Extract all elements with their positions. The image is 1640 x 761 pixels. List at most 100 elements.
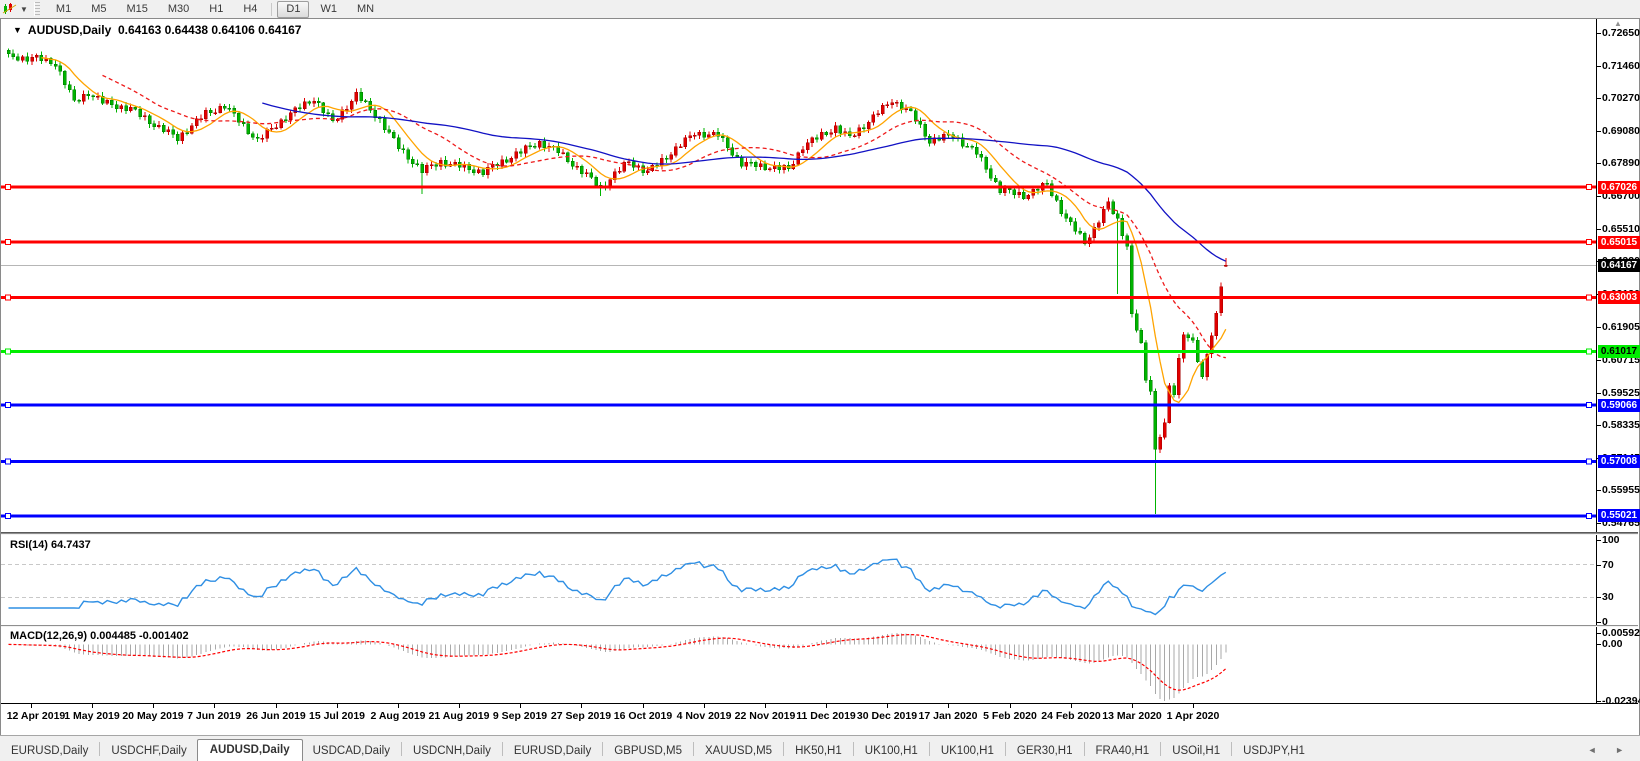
macd-indicator-panel[interactable] <box>1 627 1639 704</box>
rsi-tick-mark <box>1597 565 1601 566</box>
date-tick-mark <box>887 704 888 708</box>
hline-price-badge: 0.61017 <box>1598 345 1640 358</box>
tab-separator <box>400 742 402 756</box>
timeframe-button-h1[interactable]: H1 <box>209 2 224 15</box>
hline-handle[interactable] <box>1586 348 1592 355</box>
date-tick-label: 13 Mar 2020 <box>1102 710 1162 722</box>
timeframe-button-mn[interactable]: MN <box>356 2 375 15</box>
date-tick-mark <box>1010 704 1011 708</box>
date-tick-mark <box>704 704 705 708</box>
price-tick-mark <box>1597 131 1601 132</box>
hline-handle[interactable] <box>5 294 11 301</box>
hline-handle[interactable] <box>5 184 11 191</box>
rsi-tick-label: 70 <box>1602 559 1614 571</box>
tab-usdcad-daily[interactable]: USDCAD,Daily <box>312 745 390 757</box>
hline-handle[interactable] <box>1586 294 1592 301</box>
timeframe-button-m30[interactable]: M30 <box>167 2 190 15</box>
tab-separator <box>1083 742 1085 756</box>
panel-separator[interactable] <box>1 533 1638 534</box>
price-tick-label: 0.65510 <box>1602 223 1640 235</box>
tab-hk50-h1[interactable]: HK50,H1 <box>795 745 842 757</box>
timeframe-button-d1[interactable]: D1 <box>277 0 310 18</box>
hline-handle[interactable] <box>1586 458 1592 465</box>
macd-tick-label: 0.005923 <box>1602 627 1640 639</box>
hline-handle[interactable] <box>5 402 11 409</box>
tab-uk100-h1[interactable]: UK100,H1 <box>864 745 918 757</box>
price-tick-mark <box>1597 360 1601 361</box>
price-tick-mark <box>1597 66 1601 67</box>
hline-price-badge: 0.65015 <box>1598 236 1640 249</box>
tab-separator <box>852 742 854 756</box>
chart-title: ▼ AUDUSD,Daily 0.64163 0.64438 0.64106 0.… <box>13 23 301 37</box>
price-tick-mark <box>1597 196 1601 197</box>
hline-handle[interactable] <box>1586 513 1592 519</box>
hline-handle[interactable] <box>5 239 11 246</box>
date-tick-label: 24 Feb 2020 <box>1041 710 1101 722</box>
tab-xauusd-m5[interactable]: XAUUSD,M5 <box>704 745 773 757</box>
tab-usdjpy-h1[interactable]: USDJPY,H1 <box>1243 745 1305 757</box>
chart-title-ohlc: 0.64163 0.64438 0.64106 0.64167 <box>117 23 302 37</box>
price-tick-label: 0.58335 <box>1602 419 1640 431</box>
tab-gbpusd-m5[interactable]: GBPUSD,M5 <box>614 745 682 757</box>
timeframe-button-m5[interactable]: M5 <box>91 2 107 15</box>
price-tick-label: 0.67890 <box>1602 157 1640 169</box>
tab-audusd-daily[interactable]: AUDUSD,Daily <box>196 739 303 761</box>
date-tick-label: 5 Feb 2020 <box>983 710 1037 722</box>
timeframe-button-m1[interactable]: M1 <box>55 2 72 15</box>
date-tick-label: 9 Sep 2019 <box>492 710 548 722</box>
tab-usoil-h1[interactable]: USOil,H1 <box>1172 745 1221 757</box>
hline-price-badge: 0.59066 <box>1598 399 1640 412</box>
hline-handle[interactable] <box>1586 402 1592 409</box>
panel-separator[interactable] <box>1 625 1638 626</box>
tab-separator <box>602 742 604 756</box>
date-tick-label: 22 Nov 2019 <box>734 710 796 722</box>
timeframe-button-w1[interactable]: W1 <box>320 2 337 15</box>
scale-up-arrow-icon[interactable]: ▲ <box>1614 19 1622 28</box>
tab-separator <box>99 742 101 756</box>
tab-separator <box>928 742 930 756</box>
date-tick-label: 15 Jul 2019 <box>308 710 366 722</box>
tab-scroll-arrows[interactable]: ◄ ► <box>1587 745 1632 755</box>
tab-ger30-h1[interactable]: GER30,H1 <box>1016 745 1073 757</box>
price-tick-mark <box>1597 327 1601 328</box>
price-tick-mark <box>1597 163 1601 164</box>
rsi-tick-mark <box>1597 622 1601 623</box>
tab-usdcnh-daily[interactable]: USDCNH,Daily <box>412 745 491 757</box>
price-tick-label: 0.59525 <box>1602 387 1640 399</box>
tab-usdchf-daily[interactable]: USDCHF,Daily <box>111 745 187 757</box>
chevron-down-icon[interactable]: ▼ <box>20 4 28 14</box>
rsi-tick-label: 0 <box>1602 616 1608 628</box>
rsi-indicator-panel[interactable] <box>1 535 1639 625</box>
hline-price-badge: 0.55021 <box>1598 509 1640 522</box>
date-tick-label: 16 Oct 2019 <box>613 710 673 722</box>
hline-price-badge: 0.63003 <box>1598 291 1640 304</box>
rsi-tick-mark <box>1597 597 1601 598</box>
price-tick-label: 0.61905 <box>1602 321 1640 333</box>
hline-handle[interactable] <box>5 513 11 519</box>
tab-eurusd-daily[interactable]: EURUSD,Daily <box>11 745 89 757</box>
macd-histogram <box>12 633 1227 701</box>
hline-handle[interactable] <box>1586 239 1592 246</box>
tab-fra40-h1[interactable]: FRA40,H1 <box>1095 745 1150 757</box>
ma-8-line[interactable] <box>41 57 1227 404</box>
charts-toolbar-icon[interactable] <box>2 2 18 16</box>
main-price-chart[interactable] <box>1 19 1639 533</box>
timeframe-button-h4[interactable]: H4 <box>243 2 258 15</box>
timeframe-button-m15[interactable]: M15 <box>126 2 148 15</box>
date-tick-label: 27 Sep 2019 <box>550 710 612 722</box>
hline-handle[interactable] <box>5 348 11 355</box>
tab-uk100-h1[interactable]: UK100,H1 <box>940 745 994 757</box>
hline-handle[interactable] <box>1586 184 1592 191</box>
date-tick-label: 11 Dec 2019 <box>796 710 856 722</box>
tab-eurusd-daily[interactable]: EURUSD,Daily <box>513 745 592 757</box>
ma-55-line[interactable] <box>262 102 1227 262</box>
date-tick-mark <box>153 704 154 708</box>
rsi-line <box>8 558 1227 616</box>
chart-menu-triangle-icon[interactable]: ▼ <box>13 25 22 35</box>
hline-handle[interactable] <box>5 458 11 465</box>
date-tick-mark <box>459 704 460 708</box>
ma-21-line[interactable] <box>102 74 1226 359</box>
price-tick-mark <box>1597 229 1601 230</box>
tab-separator <box>1004 742 1006 756</box>
toolbar-grip[interactable] <box>33 2 40 16</box>
